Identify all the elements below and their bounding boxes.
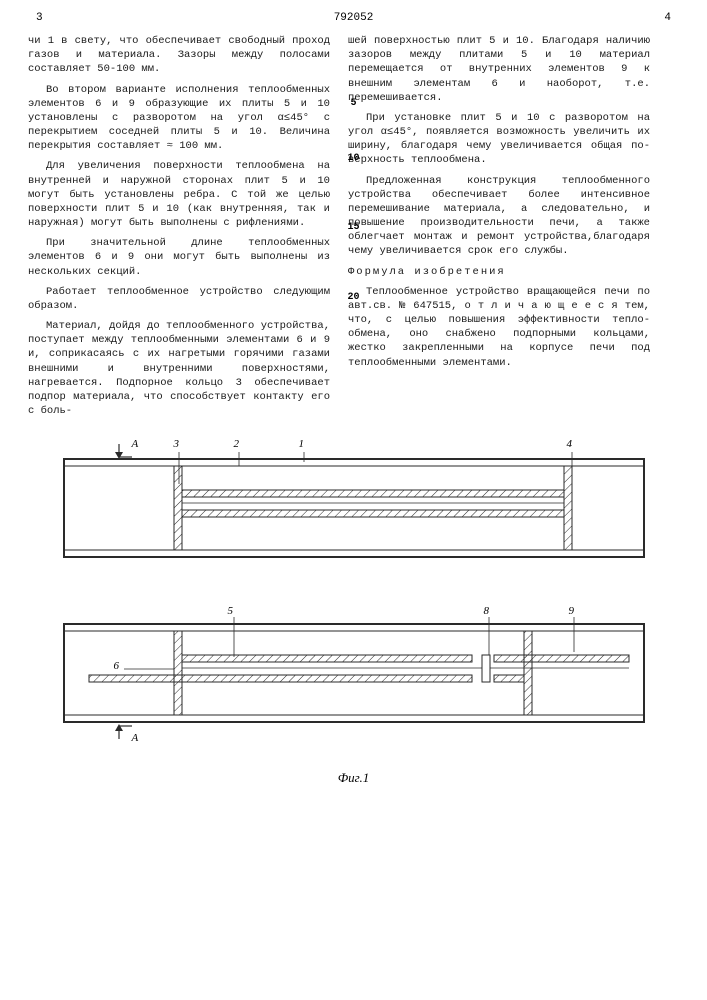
para: Для увеличения поверхности теп­лообмена …	[28, 159, 330, 230]
line-marker: 5	[350, 98, 356, 109]
para: Теплообменное устройство враща­ющейся пе…	[348, 285, 650, 370]
callout-9: 9	[569, 605, 575, 617]
para: Во втором варианте исполнения теплообмен…	[28, 83, 330, 154]
figure-1: A 3 2 1 4 5 8 9 6 A Фиг.1	[34, 444, 674, 784]
callout-6: 6	[114, 660, 120, 672]
patent-number: 792052	[334, 12, 374, 24]
callout-8: 8	[484, 605, 490, 617]
callout-2: 2	[234, 438, 240, 450]
para: Предложенная конструкция теплооб­менного…	[348, 174, 650, 259]
line-marker: 15	[347, 222, 359, 233]
para: чи 1 в свету, что обеспечивает сво­бодны…	[28, 34, 330, 77]
para: Материал, дойдя до теплообменного устрой…	[28, 319, 330, 418]
left-column: чи 1 в свету, что обеспечивает сво­бодны…	[28, 34, 330, 424]
technical-drawing	[34, 444, 674, 774]
para: При значительной длине теплооб­менных эл…	[28, 236, 330, 279]
para: При установке плит 5 и 10 с разво­ротом …	[348, 111, 650, 168]
callout-5: 5	[228, 605, 234, 617]
para: Работает теплообменное устрой­ство следу…	[28, 285, 330, 313]
callout-4: 4	[567, 438, 573, 450]
page-right: 4	[664, 12, 671, 24]
line-marker: 10	[347, 153, 359, 164]
figure-label: Фиг.1	[338, 770, 370, 786]
line-marker: 20	[347, 292, 359, 303]
para: шей поверхностью плит 5 и 10. Благо­даря…	[348, 34, 650, 105]
right-column: шей поверхностью плит 5 и 10. Благо­даря…	[348, 34, 650, 424]
section-marker-a-bottom	[115, 724, 132, 739]
section-marker-a-top	[115, 444, 132, 459]
formula-heading: Формула изобретения	[348, 265, 650, 279]
callout-1: 1	[299, 438, 305, 450]
callout-A-top: A	[132, 438, 139, 450]
page-left: 3	[36, 12, 43, 24]
callout-A-bot: A	[132, 732, 139, 744]
callout-3: 3	[174, 438, 180, 450]
